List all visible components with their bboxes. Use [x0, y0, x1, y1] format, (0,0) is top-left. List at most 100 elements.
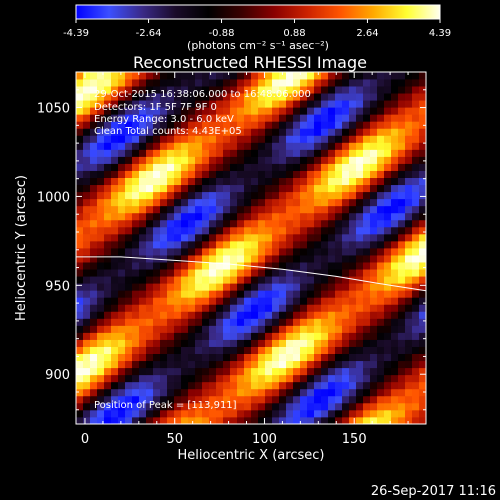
heatmap-cell [265, 388, 273, 397]
heatmap-cell [195, 360, 203, 369]
heatmap-cell [216, 219, 224, 228]
heatmap-cell [377, 79, 385, 87]
heatmap-cell [314, 142, 322, 150]
heatmap-cell [153, 156, 161, 164]
heatmap-cell [314, 297, 322, 305]
heatmap-cell [104, 219, 112, 228]
heatmap-cell [244, 353, 252, 362]
heatmap-cell [391, 233, 399, 242]
heatmap-cell [391, 107, 399, 115]
heatmap-cell [181, 360, 189, 369]
heatmap-cell [76, 240, 84, 249]
heatmap-cell [279, 283, 287, 291]
heatmap-cell [209, 86, 217, 94]
heatmap-cell [83, 107, 91, 115]
heatmap-cell [349, 86, 357, 94]
heatmap-cell [167, 388, 175, 397]
heatmap-cell [195, 100, 203, 108]
heatmap-cell [90, 149, 98, 157]
heatmap-cell [384, 339, 392, 347]
heatmap-cell [293, 121, 301, 129]
heatmap-cell [377, 93, 385, 101]
heatmap-cell [335, 128, 343, 136]
heatmap-cell [286, 191, 294, 200]
heatmap-cell [363, 86, 371, 94]
heatmap-cell [167, 170, 175, 178]
heatmap-cell [132, 402, 140, 411]
heatmap-cell [104, 332, 112, 340]
heatmap-cell [160, 381, 168, 390]
heatmap-cell [188, 100, 196, 108]
heatmap-cell [139, 269, 147, 277]
heatmap-cell [181, 205, 189, 214]
heatmap-cell [125, 290, 133, 298]
heatmap-cell [328, 128, 336, 136]
heatmap-cell [300, 346, 308, 354]
heatmap-cell [356, 86, 364, 94]
heatmap-cell [237, 388, 245, 397]
heatmap-cell [272, 79, 280, 87]
heatmap-cell [97, 332, 105, 340]
heatmap-cell [412, 149, 420, 157]
heatmap-cell [125, 142, 133, 150]
heatmap-cell [83, 170, 91, 178]
heatmap-cell [188, 198, 196, 207]
heatmap-cell [244, 114, 252, 122]
heatmap-cell [97, 191, 105, 200]
heatmap-cell [230, 416, 238, 424]
heatmap-cell [188, 381, 196, 390]
heatmap-cell [188, 226, 196, 235]
heatmap-cell [76, 184, 84, 193]
heatmap-cell [139, 402, 147, 411]
heatmap-cell [412, 367, 420, 376]
heatmap-cell [223, 346, 231, 354]
heatmap-cell [181, 79, 189, 87]
heatmap-cell [153, 142, 161, 150]
heatmap-cell [349, 255, 357, 263]
heatmap-cell [181, 388, 189, 397]
heatmap-cell [97, 128, 105, 136]
heatmap-cell [279, 135, 287, 143]
heatmap-cell [209, 318, 217, 326]
heatmap-cell [181, 248, 189, 256]
heatmap-cell [391, 248, 399, 256]
heatmap-cell [251, 114, 259, 122]
heatmap-cell [412, 248, 420, 256]
heatmap-cell [356, 191, 364, 200]
heatmap-cell [125, 198, 133, 207]
heatmap-cell [202, 163, 210, 171]
heatmap-cell [111, 163, 119, 171]
heatmap-cell [118, 86, 126, 94]
heatmap-cell [97, 339, 105, 347]
heatmap-cell [174, 107, 182, 115]
heatmap-cell [377, 107, 385, 115]
heatmap-cell [146, 395, 154, 404]
heatmap-cell [314, 93, 322, 101]
heatmap-cell [314, 177, 322, 186]
heatmap-cell [384, 170, 392, 178]
heatmap-cell [111, 416, 119, 424]
heatmap-cell [209, 205, 217, 214]
heatmap-cell [300, 374, 308, 383]
heatmap-cell [209, 311, 217, 319]
heatmap-cell [160, 248, 168, 256]
heatmap-cell [335, 353, 343, 362]
heatmap-cell [83, 304, 91, 312]
heatmap-cell [202, 156, 210, 164]
heatmap-cell [244, 177, 252, 186]
heatmap-cell [97, 114, 105, 122]
heatmap-cell [90, 212, 98, 221]
heatmap-cell [111, 205, 119, 214]
heatmap-cell [237, 416, 245, 424]
heatmap-cell [223, 297, 231, 305]
heatmap-cell [188, 325, 196, 333]
heatmap-cell [349, 226, 357, 235]
heatmap-cell [335, 142, 343, 150]
heatmap-cell [405, 395, 413, 404]
heatmap-cell [223, 128, 231, 136]
heatmap-cell [76, 86, 84, 94]
heatmap-cell [405, 290, 413, 298]
heatmap-cell [370, 346, 378, 354]
heatmap-cell [132, 191, 140, 200]
heatmap-cell [90, 346, 98, 354]
